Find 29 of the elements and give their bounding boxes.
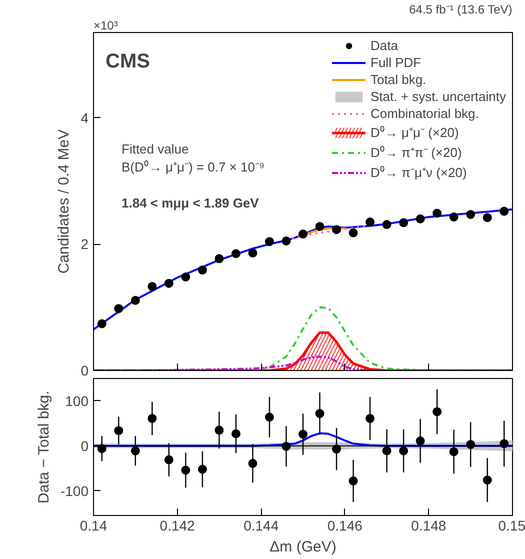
legend-label: Total bkg. <box>370 72 426 87</box>
legend-label: Stat. + syst. uncertainty <box>370 89 506 104</box>
annotation: B(D⁰→ μ⁺μ⁻) = 0.7 × 10⁻⁹ <box>122 160 265 174</box>
legend-label: D⁰→ μ⁺μ⁻ (×20) <box>370 124 459 141</box>
x-tick-label: 0.142 <box>160 518 196 534</box>
legend-label: D⁰→ π⁺π⁻ (×20) <box>370 144 462 161</box>
x-tick-label: 0.146 <box>327 518 363 534</box>
annotation: Fitted value <box>122 142 189 156</box>
y-axis-title: Candidates / 0.4 MeV <box>56 129 73 274</box>
x-tick-label: 0.14 <box>80 518 108 534</box>
legend-label: Combinatorial bkg. <box>370 106 479 121</box>
y-tick-label: -100 <box>60 482 89 499</box>
y-tick-label: 0 <box>80 438 89 454</box>
x-tick-label: 0.144 <box>244 518 279 534</box>
annotation: CMS <box>106 50 150 72</box>
annotation: 1.84 < mμμ < 1.89 GeV <box>122 196 260 210</box>
y-tick-label: 100 <box>65 392 89 409</box>
y-axis-title: Data − Total bkg. <box>35 390 52 504</box>
x-axis-title: Δm (GeV) <box>270 538 336 556</box>
legend-label: D⁰→ π⁻μ⁺ν (×20) <box>370 164 467 181</box>
annotation: ×10³ <box>94 18 118 32</box>
y-tick-label: 4 <box>80 110 89 126</box>
y-tick-label: 2 <box>80 236 89 252</box>
text: 64.5 fb⁻¹ (13.6 TeV) <box>409 2 512 16</box>
legend-label: Full PDF <box>370 55 422 70</box>
x-tick-label: 0.148 <box>411 518 446 534</box>
x-tick-label: 0.15 <box>498 518 525 534</box>
y-tick-label: 0 <box>80 362 89 378</box>
legend-label: Data <box>370 38 398 53</box>
